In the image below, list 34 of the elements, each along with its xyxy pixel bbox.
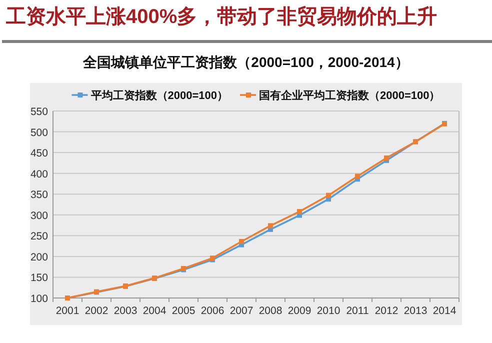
y-tick-label: 500: [30, 126, 48, 139]
y-tick-label: 200: [30, 251, 48, 264]
x-tick-label: 2001: [56, 305, 80, 317]
y-tick-label: 400: [30, 168, 48, 180]
point: [355, 174, 360, 179]
point: [326, 192, 331, 198]
y-tick-label: 250: [30, 230, 48, 243]
x-tick-label: 2014: [432, 305, 456, 317]
x-tick-label: 2007: [230, 305, 254, 317]
x-tick-label: 2010: [316, 305, 340, 317]
x-tick-label: 2013: [404, 305, 428, 317]
x-tick-label: 2004: [142, 305, 166, 317]
x-tick-label: 2003: [114, 305, 138, 317]
x-tick-label: 2011: [346, 305, 369, 317]
x-tick-label: 2002: [84, 305, 108, 317]
y-tick-label: 550: [30, 106, 48, 118]
x-tick-label: 2009: [288, 305, 312, 317]
point: [268, 223, 273, 228]
point: [384, 155, 389, 160]
y-tick-label: 300: [30, 210, 48, 222]
chart-subtitle: 全国城镇单位平工资指数（2000=100，2000-2014）: [82, 54, 409, 70]
y-tick-label: 100: [30, 293, 48, 305]
y-tick-label: 150: [30, 272, 48, 284]
y-tick-label: 350: [30, 189, 48, 202]
legend-label: 平均工资指数（2000=100）: [90, 89, 228, 102]
point: [297, 209, 302, 214]
x-tick-label: 2006: [200, 305, 224, 317]
x-tick-label: 2012: [374, 305, 398, 317]
x-tick-label: 2005: [172, 305, 196, 317]
y-tick-label: 450: [30, 148, 48, 160]
legend-label: 国有企业平均工资指数（2000=100）: [259, 89, 440, 102]
point: [239, 238, 244, 244]
x-tick-label: 2008: [258, 305, 282, 317]
chart-title: 工资水平上涨400%多，带动了非贸易物价的上升: [5, 5, 438, 28]
